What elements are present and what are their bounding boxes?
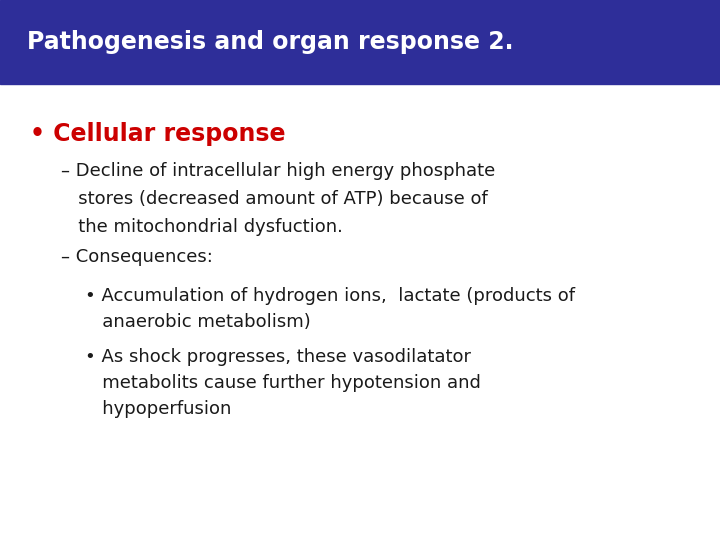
Text: the mitochondrial dysfuction.: the mitochondrial dysfuction. <box>61 218 343 236</box>
Text: • Cellular response: • Cellular response <box>30 122 286 145</box>
Text: hypoperfusion: hypoperfusion <box>85 400 231 417</box>
Text: • As shock progresses, these vasodilatator: • As shock progresses, these vasodilatat… <box>85 348 471 366</box>
Text: anaerobic metabolism): anaerobic metabolism) <box>85 313 311 331</box>
Text: • Accumulation of hydrogen ions,  lactate (products of: • Accumulation of hydrogen ions, lactate… <box>85 287 575 305</box>
Text: Pathogenesis and organ response 2.: Pathogenesis and organ response 2. <box>27 30 514 54</box>
Text: stores (decreased amount of ATP) because of: stores (decreased amount of ATP) because… <box>61 190 488 208</box>
Text: – Consequences:: – Consequences: <box>61 248 213 266</box>
Text: metabolits cause further hypotension and: metabolits cause further hypotension and <box>85 374 481 391</box>
Text: – Decline of intracellular high energy phosphate: – Decline of intracellular high energy p… <box>61 162 495 180</box>
